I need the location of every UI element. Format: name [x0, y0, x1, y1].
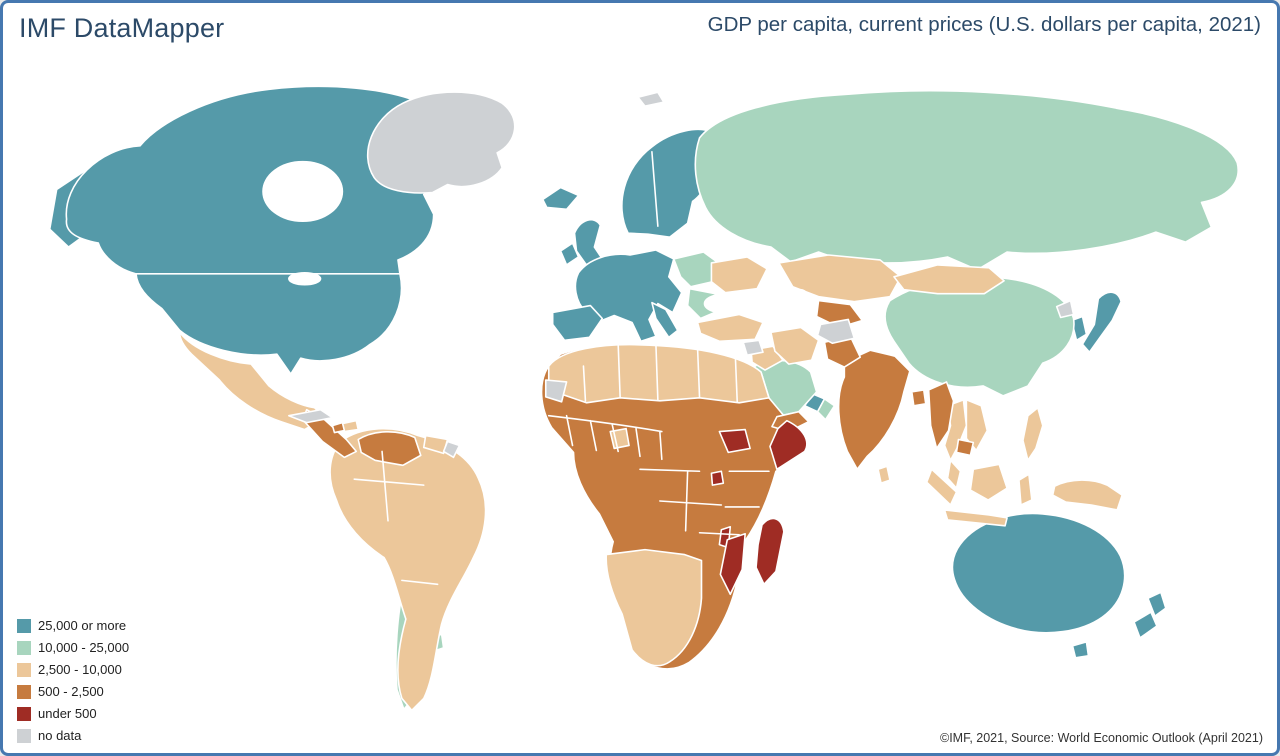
region-italy[interactable]: [651, 301, 679, 339]
region-mongolia[interactable]: [893, 264, 1005, 295]
legend-item: under 500: [17, 706, 129, 721]
region-myanmar[interactable]: [927, 381, 955, 450]
water-bodies: [262, 160, 812, 325]
region-haiti[interactable]: [331, 421, 346, 434]
region-north-korea[interactable]: [1055, 299, 1075, 319]
region-french-guiana[interactable]: [442, 440, 461, 459]
region-burundi-rwanda[interactable]: [710, 470, 725, 486]
region-china[interactable]: [884, 276, 1075, 397]
region-oman[interactable]: [816, 398, 836, 421]
region-cambodia-laos[interactable]: [955, 438, 975, 457]
region-vietnam[interactable]: [965, 399, 989, 452]
region-iceland[interactable]: [541, 186, 580, 211]
legend-item: 10,000 - 25,000: [17, 640, 129, 655]
region-turkey[interactable]: [696, 313, 764, 343]
regions-25000-or-more: [48, 85, 1167, 659]
legend-swatch-under-500: [17, 706, 31, 721]
legend-swatch-25000-or-more: [17, 618, 31, 633]
region-sumatra[interactable]: [925, 468, 958, 506]
region-venezuela[interactable]: [357, 431, 422, 467]
region-madagascar[interactable]: [755, 517, 785, 586]
region-new-zealand-north[interactable]: [1147, 591, 1167, 617]
region-svalbard[interactable]: [637, 91, 665, 107]
legend-item: 500 - 2,500: [17, 684, 129, 699]
region-uzbekistan-turkmenistan[interactable]: [815, 299, 864, 329]
country-border-lines: [353, 151, 770, 586]
region-somalia[interactable]: [769, 419, 808, 471]
legend-item: 2,500 - 10,000: [17, 662, 129, 677]
great-lakes: [288, 272, 322, 286]
region-mozambique[interactable]: [719, 532, 746, 596]
region-south-america[interactable]: [329, 427, 487, 712]
legend-item: no data: [17, 728, 129, 743]
region-iran[interactable]: [770, 326, 820, 365]
regions-under-500: [710, 419, 808, 596]
regions-no-data: [288, 91, 1075, 459]
legend-swatch-2500-10000: [17, 662, 31, 677]
map-area: [3, 3, 1277, 753]
region-syria[interactable]: [742, 339, 764, 356]
legend-label: 10,000 - 25,000: [38, 640, 130, 655]
region-japan[interactable]: [1081, 291, 1122, 353]
region-guyana-suriname[interactable]: [422, 434, 449, 455]
legend-swatch-no-data: [17, 728, 31, 743]
legend-item: 25,000 or more: [17, 618, 129, 633]
region-java[interactable]: [943, 509, 1008, 527]
region-ukraine-belarus[interactable]: [710, 256, 768, 294]
region-tasmania[interactable]: [1071, 641, 1090, 659]
region-southern-africa[interactable]: [605, 548, 703, 667]
attribution: ©IMF, 2021, Source: World Economic Outlo…: [939, 731, 1263, 745]
region-india[interactable]: [837, 349, 911, 471]
legend-label: no data: [38, 728, 82, 743]
legend-label: 2,500 - 10,000: [38, 662, 122, 677]
hudson-bay: [262, 160, 344, 223]
region-north-africa[interactable]: [547, 343, 770, 404]
legend-swatch-500-2500: [17, 684, 31, 699]
region-new-guinea[interactable]: [1051, 479, 1123, 511]
region-philippines[interactable]: [1022, 406, 1044, 462]
region-new-zealand-south[interactable]: [1133, 611, 1158, 639]
regions-2500-10000: [178, 254, 1123, 712]
region-bangladesh[interactable]: [911, 389, 927, 407]
region-western-sahara[interactable]: [544, 379, 568, 403]
region-ireland[interactable]: [559, 242, 580, 266]
region-greenland[interactable]: [366, 91, 516, 194]
region-united-states[interactable]: [135, 273, 403, 375]
region-central-america[interactable]: [301, 408, 358, 459]
legend-swatch-10000-25000: [17, 640, 31, 655]
region-south-sudan[interactable]: [718, 428, 751, 454]
region-sulawesi[interactable]: [1018, 473, 1033, 506]
region-australia[interactable]: [951, 512, 1126, 634]
region-russia[interactable]: [694, 89, 1239, 271]
region-afghanistan[interactable]: [816, 318, 856, 345]
region-sri-lanka[interactable]: [877, 465, 891, 484]
header: IMF DataMapper GDP per capita, current p…: [3, 3, 1277, 55]
region-malay-peninsula[interactable]: [946, 459, 962, 489]
legend-label: 25,000 or more: [38, 618, 127, 633]
legend-label: under 500: [38, 706, 97, 721]
regions-500-2500: [301, 299, 975, 471]
region-iberia[interactable]: [551, 304, 604, 342]
legend: 25,000 or more 10,000 - 25,000 2,500 - 1…: [17, 618, 129, 743]
caspian-sea: [790, 288, 812, 325]
world-map[interactable]: [3, 3, 1277, 753]
regions-10000-25000: [395, 89, 1239, 711]
black-sea: [703, 292, 751, 315]
legend-label: 500 - 2,500: [38, 684, 104, 699]
region-borneo[interactable]: [969, 463, 1008, 501]
chart-title: GDP per capita, current prices (U.S. dol…: [707, 13, 1261, 36]
region-south-korea[interactable]: [1070, 315, 1088, 342]
app-title: IMF DataMapper: [19, 13, 225, 43]
region-cuba[interactable]: [288, 408, 334, 424]
